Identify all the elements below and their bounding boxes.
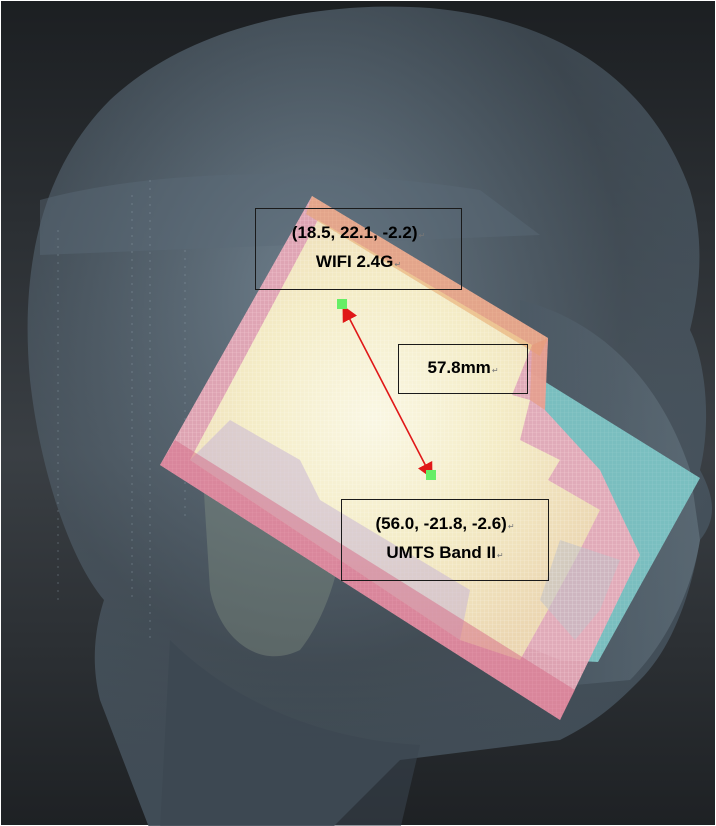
distance-label-box: 57.8mm — [398, 344, 528, 394]
distance-value: 57.8mm — [427, 355, 498, 384]
wifi-label-box: (18.5, 22.1, -2.2) WIFI 2.4G — [255, 208, 462, 290]
wifi-marker-point — [337, 299, 347, 309]
umts-marker-point — [426, 470, 436, 480]
distance-arrow — [342, 305, 433, 479]
wifi-band: WIFI 2.4G — [316, 249, 401, 278]
umts-coords: (56.0, -21.8, -2.6) — [375, 511, 514, 540]
wifi-coords: (18.5, 22.1, -2.2) — [292, 220, 425, 249]
neck-shadow — [160, 640, 420, 826]
umts-label-box: (56.0, -21.8, -2.6) UMTS Band II — [341, 499, 549, 581]
umts-band: UMTS Band II — [386, 540, 503, 569]
